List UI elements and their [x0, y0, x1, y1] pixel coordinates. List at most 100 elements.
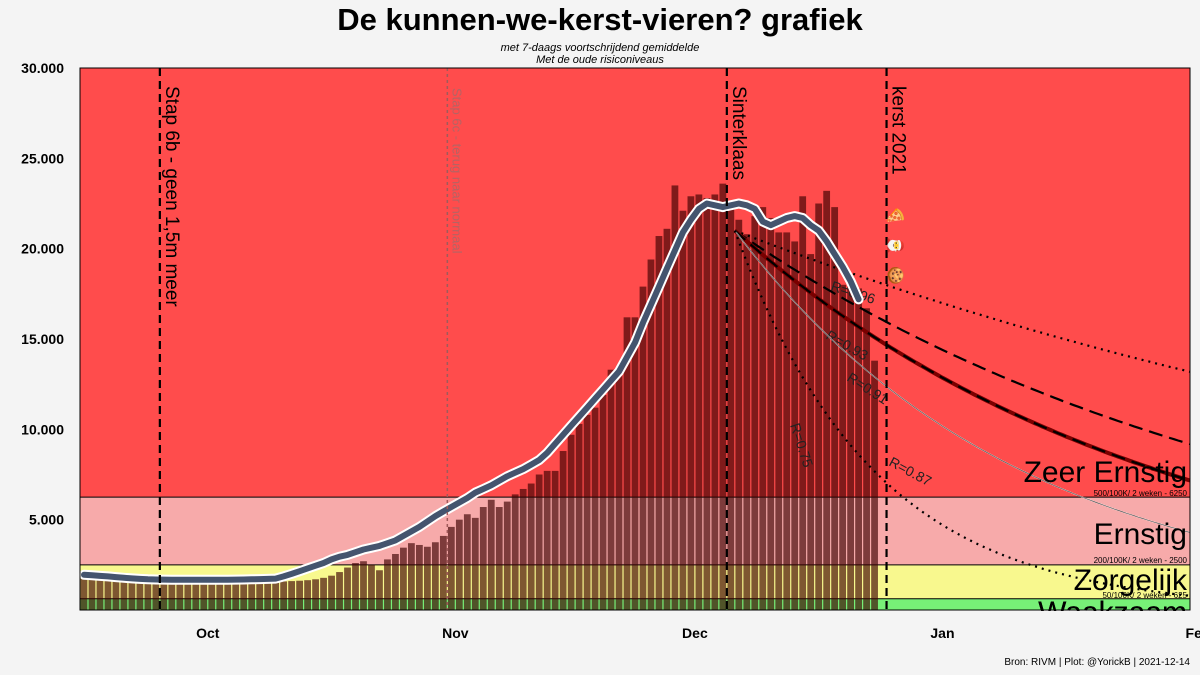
data-bar	[799, 196, 807, 611]
event-label: Stap 6c - terug naar normaal	[449, 88, 464, 254]
bars-group	[80, 183, 878, 611]
data-bar	[823, 190, 831, 610]
data-bar	[104, 580, 112, 610]
data-bar	[591, 407, 599, 610]
data-bar	[192, 583, 200, 610]
zone-label: Ernstig	[1094, 518, 1187, 551]
data-bar	[655, 236, 663, 610]
plot-border	[79, 67, 1191, 611]
x-tick-label: Nov	[442, 625, 469, 641]
y-tick-label: 30.000	[21, 60, 64, 76]
data-bar	[783, 232, 791, 610]
data-bar	[352, 563, 359, 610]
data-bar	[112, 581, 120, 610]
data-bar	[639, 286, 647, 610]
data-bar	[479, 507, 487, 610]
data-bar	[200, 583, 208, 610]
data-bar	[663, 228, 671, 610]
data-bar	[304, 580, 311, 610]
emoji-annotation: 🎅	[887, 236, 905, 255]
data-bar	[88, 578, 96, 610]
data-bar	[328, 575, 335, 610]
data-bar	[815, 203, 823, 610]
data-bar	[863, 308, 870, 610]
data-bar	[607, 369, 615, 610]
projection-curve-edge	[734, 230, 1191, 533]
data-bar	[831, 207, 839, 610]
data-bar	[96, 579, 104, 610]
data-bar	[376, 570, 383, 610]
y-tick-label: 20.000	[21, 241, 64, 257]
emoji-annotation: 🍪	[887, 266, 905, 285]
data-bar	[431, 542, 439, 610]
data-bar	[136, 582, 144, 610]
data-bar	[280, 581, 288, 610]
data-bar	[128, 581, 136, 610]
data-bar	[759, 207, 767, 610]
data-bar	[296, 580, 303, 610]
data-bar	[503, 501, 511, 610]
data-bar	[152, 582, 160, 610]
data-bar	[400, 547, 407, 610]
zone-sublabel: 50/100K/ 2 weken - 625	[1102, 591, 1187, 600]
data-bar	[535, 474, 543, 610]
data-bar	[368, 564, 375, 610]
data-bar	[256, 582, 264, 610]
data-bar	[559, 451, 567, 610]
data-bar	[208, 583, 216, 610]
data-bar	[631, 317, 639, 610]
data-bar	[695, 194, 703, 610]
data-bar	[543, 470, 551, 610]
data-bar	[240, 582, 248, 610]
data-bar	[583, 414, 591, 610]
data-bar	[463, 514, 471, 610]
data-bar	[360, 561, 367, 610]
y-tick-label: 25.000	[21, 150, 64, 166]
data-bar	[447, 526, 455, 610]
data-bar	[855, 288, 862, 610]
zone-label: Zorgelijk	[1074, 564, 1188, 597]
data-bar	[312, 579, 319, 610]
data-bar	[264, 581, 272, 610]
data-bar	[679, 210, 687, 610]
data-bar	[871, 360, 878, 610]
x-tick-label: Jan	[930, 625, 954, 641]
data-bar	[775, 232, 783, 610]
data-bar	[599, 395, 607, 610]
data-bar	[224, 583, 232, 610]
data-bar	[719, 183, 727, 611]
data-bar	[232, 582, 240, 610]
data-bar	[471, 517, 479, 610]
data-bar	[703, 198, 711, 610]
source-text: Bron: RIVM | Plot: @YorickB | 2021-12-14	[1004, 657, 1190, 668]
data-bar	[392, 553, 399, 610]
data-bar	[767, 217, 775, 610]
y-tick-label: 5.000	[29, 512, 64, 528]
zone-sublabel: 200/100K/ 2 weken - 2500	[1094, 556, 1188, 565]
data-bar	[647, 259, 655, 610]
data-bar	[320, 577, 327, 610]
avg-line	[81, 200, 862, 583]
data-bar	[272, 581, 280, 610]
data-bar	[144, 582, 152, 610]
data-bar	[527, 483, 535, 610]
data-bar	[839, 284, 847, 610]
y-tick-label: 10.000	[21, 421, 64, 437]
y-tick-label: 15.000	[21, 331, 64, 347]
zone-label-waakzaam-clipped: Waakzaam	[1038, 596, 1187, 629]
x-tick-label: Feb	[1186, 625, 1200, 641]
data-bar	[671, 185, 679, 610]
data-bar	[551, 470, 559, 610]
data-bar	[615, 369, 623, 610]
data-bar	[567, 434, 575, 610]
data-bar	[791, 241, 799, 610]
data-bar	[248, 582, 256, 610]
data-bar	[408, 543, 415, 610]
zone-label: Zeer Ernstig	[1024, 456, 1187, 489]
projection-curve	[734, 229, 1191, 482]
data-bar	[687, 196, 695, 611]
data-bar	[439, 535, 447, 610]
chart-subtitle-2: Met de oude risiconiveaus	[536, 54, 664, 66]
